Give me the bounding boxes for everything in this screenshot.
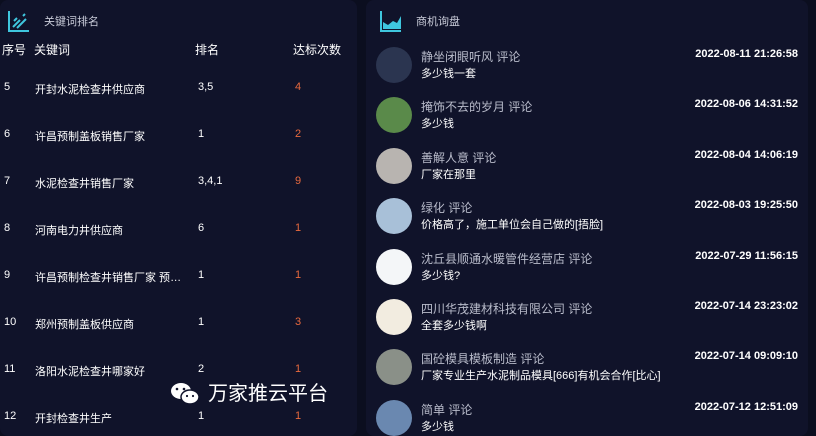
- row-rank: 1: [198, 128, 205, 140]
- comment-text: 厂家在那里: [421, 168, 476, 181]
- table-row[interactable]: 10 郑州预制盖板供应商 1 3: [0, 316, 357, 336]
- row-rank: 1: [198, 316, 205, 328]
- panel-title: 关键词排名: [8, 10, 99, 32]
- row-keyword: 河南电力井供应商: [35, 225, 123, 237]
- row-count: 4: [295, 81, 302, 93]
- row-keyword: 许昌预制盖板销售厂家: [35, 131, 145, 143]
- panel-title: 商机询盘: [380, 10, 460, 32]
- comment-time: 2022-07-29 11:56:15: [695, 249, 798, 262]
- row-count: 1: [295, 222, 302, 234]
- row-keyword: 洛阳水泥检查井哪家好: [35, 366, 145, 378]
- inquiry-panel: 商机询盘 静坐闭眼听风 评论 多少钱一套 2022-08-11 21:26:58 掩饰…: [366, 0, 808, 436]
- row-keyword: 水泥检查井销售厂家: [35, 178, 134, 190]
- avatar[interactable]: [376, 399, 412, 436]
- row-count: 1: [295, 410, 302, 422]
- row-count: 1: [295, 269, 302, 281]
- comment-text: 多少钱: [421, 420, 454, 433]
- header-no: 序号: [2, 43, 27, 57]
- row-no: 11: [4, 363, 16, 375]
- commenter-name: 简单 评论: [421, 402, 473, 417]
- inquiry-item[interactable]: 掩饰不去的岁月 评论 多少钱 2022-08-06 14:31:52: [366, 97, 808, 141]
- row-no: 9: [4, 269, 11, 281]
- watermark: 万家推云平台: [170, 381, 328, 407]
- row-rank: 3,5: [198, 81, 214, 93]
- header-count: 达标次数: [293, 43, 342, 57]
- keyword-ranking-panel: 关键词排名 序号 关键词 排名 达标次数 5 开封水泥检查井供应商 3,5 4 6 许昌预…: [0, 0, 357, 436]
- comment-text: 价格高了，施工单位会自己做的[捂脸]: [421, 219, 604, 232]
- row-no: 5: [4, 81, 11, 93]
- row-rank: 6: [198, 222, 205, 234]
- header-rank: 排名: [195, 43, 220, 57]
- commenter-name: 掩饰不去的岁月 评论: [421, 100, 533, 115]
- inquiry-item[interactable]: 沈丘县顺通水暖管件经营店 评论 多少钱? 2022-07-29 11:56:15: [366, 248, 808, 293]
- row-keyword: 郑州预制盖板供应商: [35, 319, 134, 331]
- row-keyword: 开封水泥检查井供应商: [35, 84, 145, 96]
- area-chart-icon: [380, 11, 401, 32]
- row-rank: 3,4,1: [198, 175, 223, 187]
- inquiry-item[interactable]: 四川华茂建材科技有限公司 评论 全套多少钱啊 2022-07-14 23:23:02: [366, 299, 808, 343]
- row-count: 9: [295, 175, 302, 187]
- commenter-name: 四川华茂建材科技有限公司 评论: [421, 302, 593, 316]
- avatar[interactable]: [376, 248, 412, 285]
- row-no: 8: [4, 222, 11, 234]
- row-keyword: 许昌预制检查井销售厂家 预制检查井: [35, 272, 187, 284]
- inquiry-item[interactable]: 简单 评论多少钱 2022-07-12 12:51:09: [366, 399, 808, 436]
- table-row[interactable]: 6 许昌预制盖板销售厂家 1 2: [0, 128, 357, 148]
- commenter-name: 沈丘县顺通水暖管件经营店 评论: [421, 251, 593, 266]
- comment-time: 2022-07-12 12:51:09: [694, 400, 798, 413]
- row-no: 6: [4, 128, 11, 140]
- avatar[interactable]: [376, 47, 412, 83]
- table-row[interactable]: 9 许昌预制检查井销售厂家 预制检查井 1 1: [0, 269, 357, 289]
- comment-time: 2022-07-14 23:23:02: [694, 300, 798, 312]
- avatar[interactable]: [376, 198, 412, 235]
- row-count: 1: [295, 363, 302, 375]
- comment-text: 全套多少钱啊: [421, 320, 487, 332]
- inquiry-item[interactable]: 静坐闭眼听风 评论 多少钱一套 2022-08-11 21:26:58: [366, 47, 808, 91]
- table-row[interactable]: 12 开封检查井生产 1 1: [0, 410, 357, 430]
- table-row[interactable]: 8 河南电力井供应商 6 1: [0, 222, 357, 242]
- inquiry-item[interactable]: 国砼模具模板制造 评论厂家专业生产水泥制品模具[666]有机会合作[比心] 202…: [366, 349, 808, 393]
- comment-text: 厂家专业生产水泥制品模具[666]有机会合作[比心]: [421, 370, 661, 383]
- comment-time: 2022-08-11 21:26:58: [695, 48, 798, 60]
- table-row[interactable]: 11 洛阳水泥检查井哪家好 2 1: [0, 363, 357, 383]
- comment-time: 2022-08-03 19:25:50: [694, 199, 798, 212]
- row-keyword: 开封检查井生产: [35, 413, 112, 425]
- avatar[interactable]: [376, 349, 412, 386]
- commenter-name: 绿化 评论: [421, 201, 473, 216]
- row-count: 2: [295, 128, 302, 140]
- row-no: 12: [4, 410, 17, 422]
- table-row[interactable]: 7 水泥检查井销售厂家 3,4,1 9: [0, 175, 357, 195]
- comment-text: 多少钱: [421, 118, 454, 131]
- row-no: 10: [4, 316, 17, 328]
- line-chart-icon: [8, 11, 29, 32]
- row-no: 7: [4, 175, 11, 187]
- comment-text: 多少钱?: [421, 269, 461, 282]
- comment-time: 2022-07-14 09:09:10: [694, 350, 798, 363]
- wechat-icon: [171, 383, 200, 405]
- avatar[interactable]: [376, 147, 412, 184]
- header-keyword: 关键词: [34, 43, 71, 57]
- row-count: 3: [295, 316, 302, 328]
- row-rank: 1: [198, 269, 205, 281]
- row-rank: 1: [198, 410, 205, 422]
- inquiry-item[interactable]: 善解人意 评论 厂家在那里 2022-08-04 14:06:19: [366, 147, 808, 192]
- commenter-name: 静坐闭眼听风 评论: [421, 50, 521, 64]
- avatar[interactable]: [376, 299, 412, 335]
- commenter-name: 国砼模具模板制造 评论: [421, 352, 545, 367]
- comment-text: 多少钱一套: [421, 68, 476, 80]
- comment-time: 2022-08-06 14:31:52: [694, 98, 798, 111]
- commenter-name: 善解人意 评论: [421, 150, 497, 165]
- inquiry-item[interactable]: 绿化 评论价格高了，施工单位会自己做的[捂脸] 2022-08-03 19:25:…: [366, 198, 808, 242]
- avatar[interactable]: [376, 97, 412, 134]
- table-row[interactable]: 5 开封水泥检查井供应商 3,5 4: [0, 81, 357, 101]
- comment-time: 2022-08-04 14:06:19: [694, 148, 798, 161]
- row-rank: 2: [198, 363, 205, 375]
